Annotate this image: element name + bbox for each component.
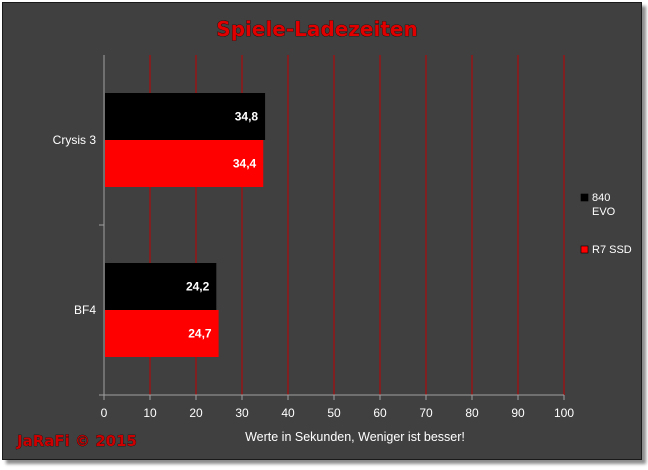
x-tick-label-80: 80 [465,406,479,420]
legend-swatch-0 [580,193,589,202]
category-label-1: BF4 [74,303,96,317]
legend-swatch-1 [580,245,589,254]
bar-chart: Spiele-Ladezeiten 34,8 34,4 24,2 24,7 Crysi… [16,17,632,451]
x-tick-label-10: 10 [143,406,157,420]
data-labels: 34,8 34,4 24,2 24,7 [186,110,258,341]
bar-0-1 [105,140,264,187]
data-label-1-1: 24,7 [188,327,212,341]
legend: 840 EVO R7 SSD [580,192,632,256]
chart-title: Spiele-Ladezeiten [216,17,417,41]
data-label-0-0: 34,8 [235,110,259,124]
x-tick-label-20: 20 [189,406,203,420]
x-tick-label-30: 30 [235,406,249,420]
x-tick-label-100: 100 [554,406,574,420]
bars [105,93,266,357]
category-label-0: Crysis 3 [53,133,97,147]
data-label-1-0: 24,2 [186,280,210,294]
chart-frame: Spiele-Ladezeiten 34,8 34,4 24,2 24,7 Crysi… [2,2,642,460]
data-label-0-1: 34,4 [233,157,257,171]
x-tick-label-70: 70 [419,406,433,420]
x-axis-title: Werte in Sekunden, Weniger ist besser! [245,430,465,444]
bar-1-1 [105,310,219,357]
legend-label-0: 840 EVO [592,192,616,218]
legend-label-1: R7 SSD [592,244,632,256]
bar-0-0 [105,93,266,140]
credit-text: JaRaFi © 2015 [16,432,137,450]
x-tick-label-50: 50 [327,406,341,420]
x-tick-label-60: 60 [373,406,387,420]
axes [99,55,564,400]
x-tick-label-90: 90 [511,406,525,420]
x-tick-labels: 0 10 20 30 40 50 60 70 80 90 100 [101,395,574,420]
x-tick-label-0: 0 [101,406,108,420]
category-labels: Crysis 3 BF4 [53,133,104,317]
x-tick-label-40: 40 [281,406,295,420]
bar-1-0 [105,263,217,310]
